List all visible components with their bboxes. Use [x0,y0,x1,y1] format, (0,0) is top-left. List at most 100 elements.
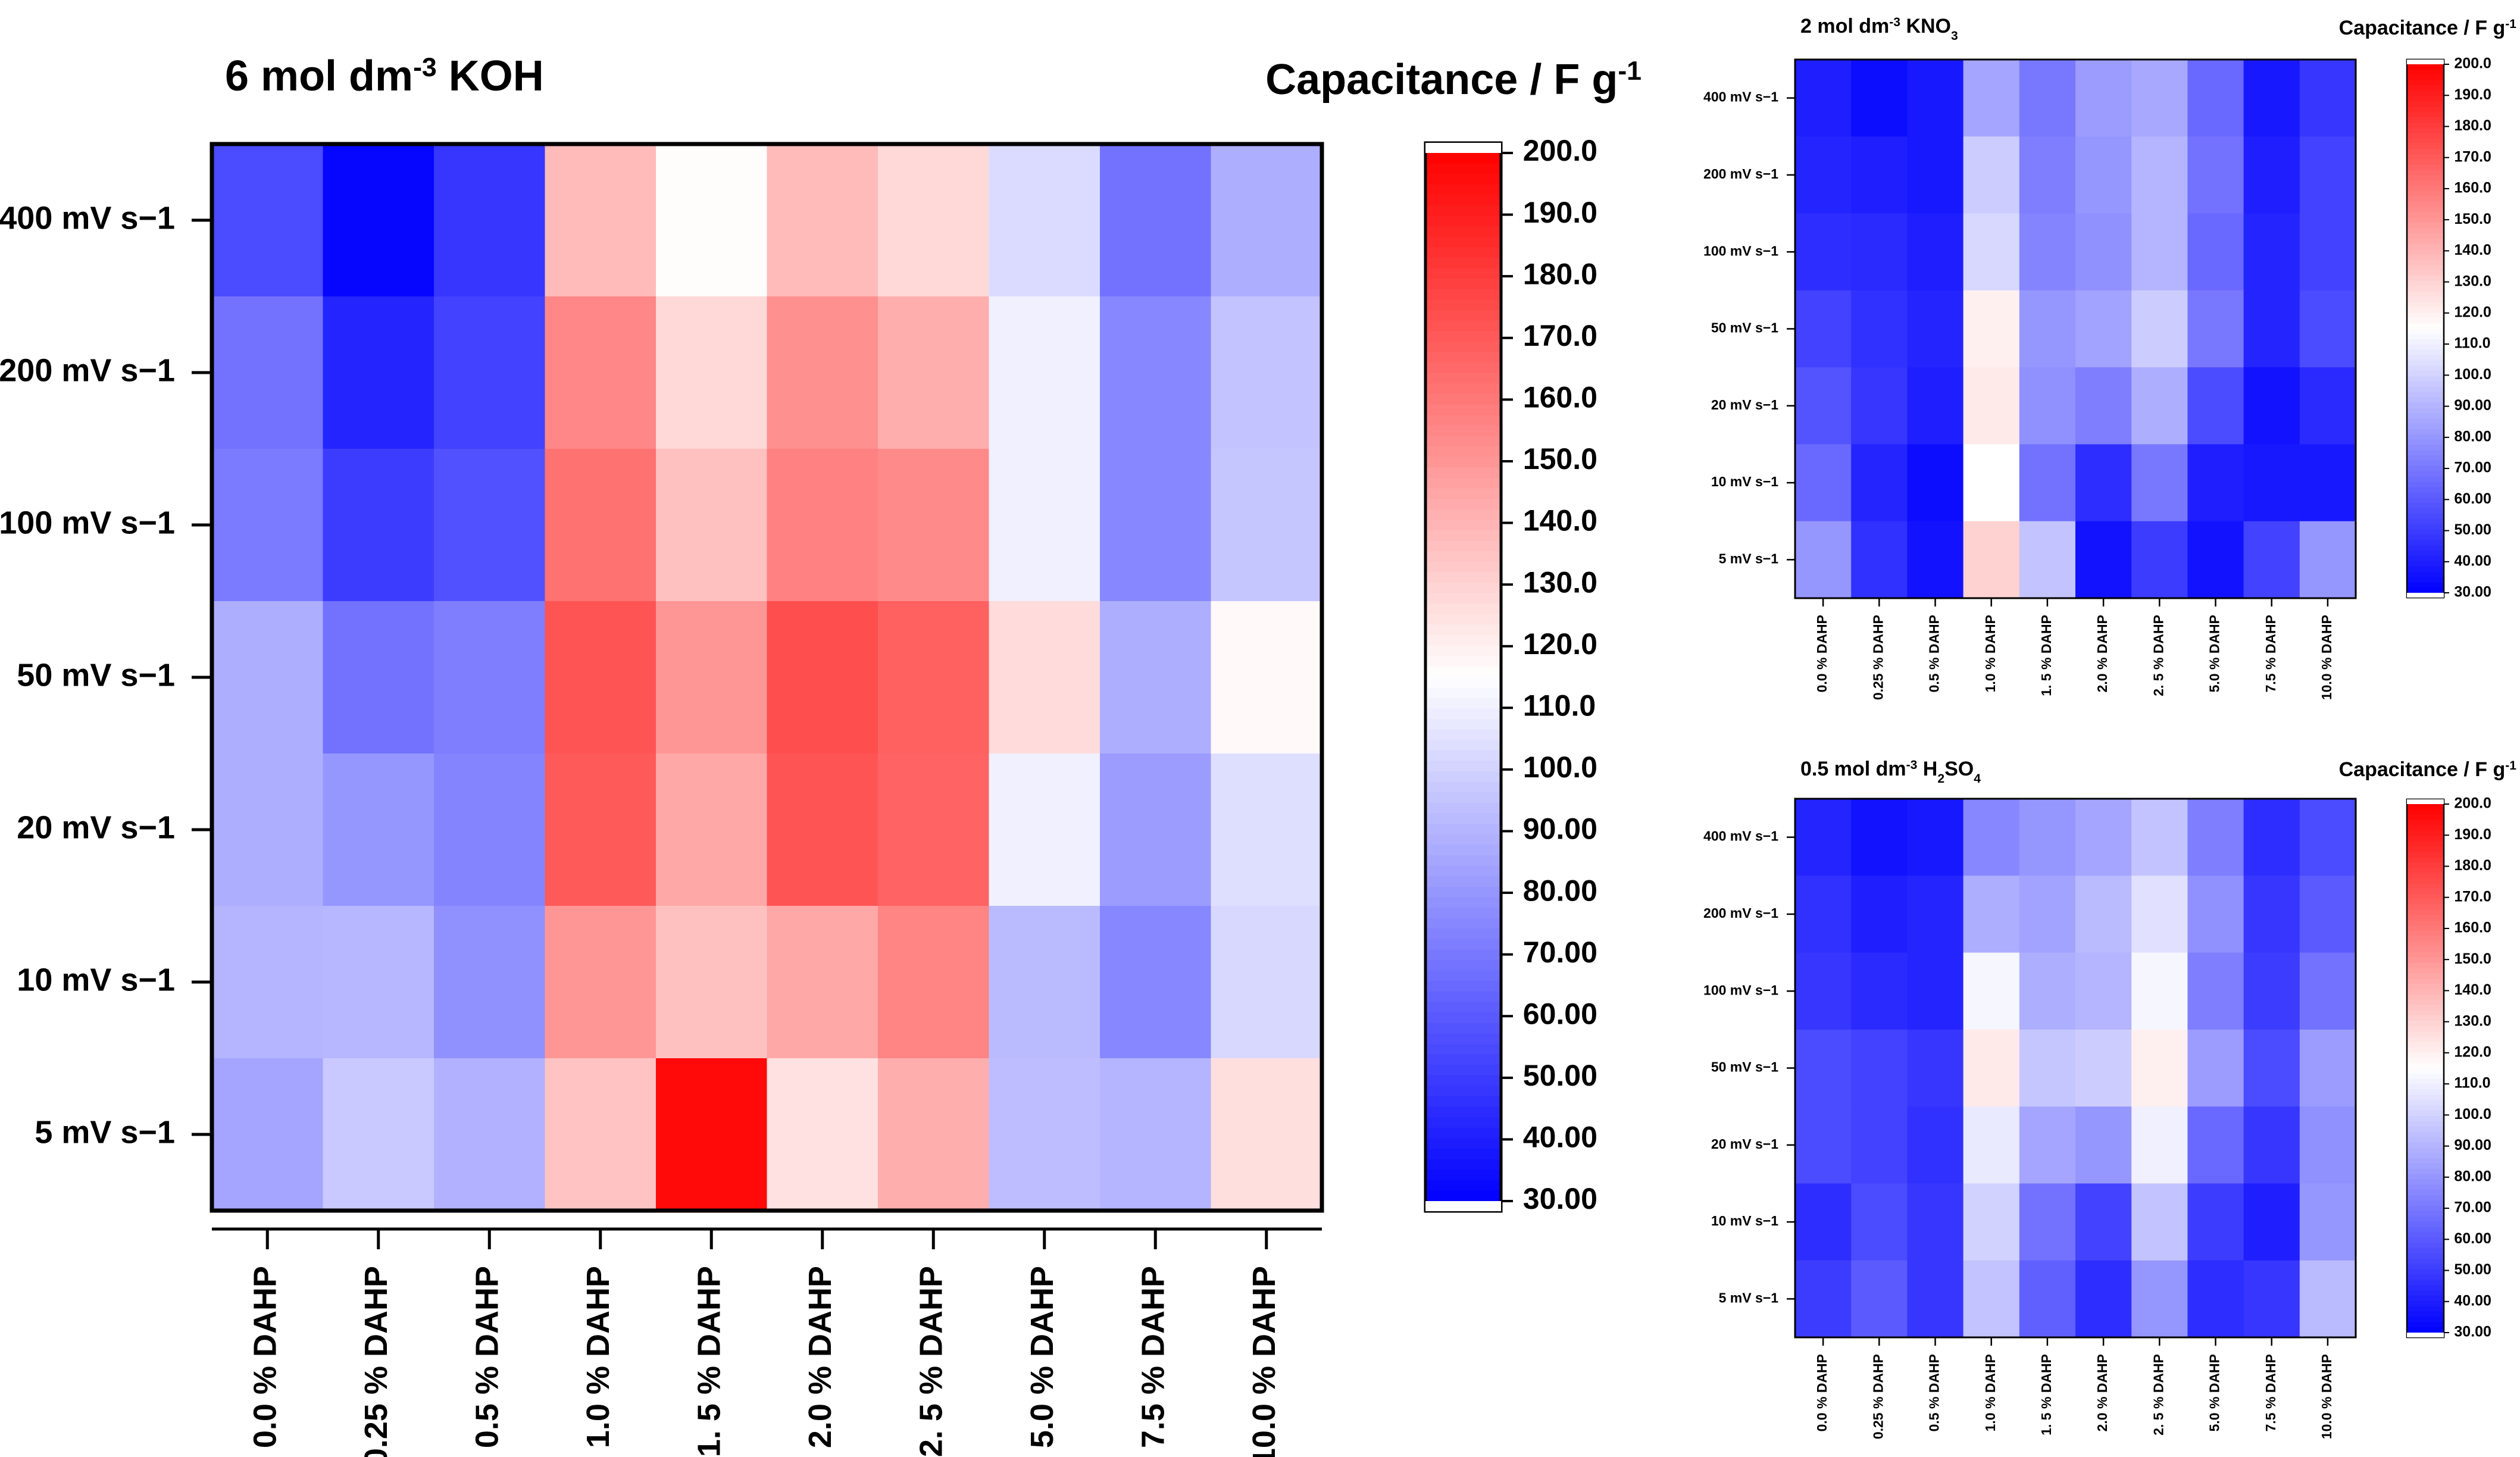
h2so4-colorbar-segment [2407,962,2444,969]
koh-colorbar-tick-label: 130.0 [1523,565,1597,599]
kno3-cell [2299,290,2356,368]
koh-colorbar-segment [1425,1190,1501,1202]
h2so4-colorbar-segment [2407,830,2444,837]
koh-colorbar-segment [1425,687,1501,699]
h2so4-y-label: 400 mV s−1 [1703,828,1778,844]
koh-colorbar-segment [1425,876,1501,887]
h2so4-colorbar-segment [2407,1200,2444,1206]
kno3-colorbar-segment [2407,154,2444,160]
koh-colorbar-segment [1425,656,1501,667]
h2so4-colorbar-segment [2407,1021,2444,1027]
h2so4-colorbar-segment [2407,920,2444,927]
title-suffix: KOH [437,52,544,100]
kno3-y-label: 100 mV s−1 [1703,243,1778,258]
koh-colorbar-segment [1425,394,1501,405]
kno3-colorbar-tick-label: 140.0 [2454,242,2491,258]
h2so4-colorbar-segment [2407,999,2444,1006]
h2so4-colorbar-segment [2407,1121,2444,1127]
kno3-cell [1907,213,1964,291]
kno3-colorbar-tick-label: 50.00 [2454,521,2491,538]
koh-colorbar-segment [1425,205,1501,217]
h2so4-colorbar-tick-label: 60.00 [2454,1230,2491,1247]
h2so4-cell [2187,1106,2244,1184]
kno3-cell [2019,136,2076,214]
h2so4-colorbar-segment [2407,851,2444,858]
kno3-cell [1963,444,2020,522]
koh-cell [767,753,878,906]
kno3-x-label: 1. 5 % DAHP [2038,615,2054,696]
kno3-colorbar-segment [2407,329,2444,334]
kno3-x-label: 0.5 % DAHP [1927,615,1942,692]
koh-cell [212,1058,324,1211]
koh-colorbar-segment [1425,813,1501,824]
h2so4-colorbar-segment [2407,1036,2444,1043]
kno3-cell [1851,136,1908,214]
h2so4-cell [1963,1029,2020,1107]
kno3-cell [1851,444,1908,522]
h2so4-cell [2243,952,2300,1030]
kno3-colorbar-segment [2407,302,2444,308]
kno3-colorbar-segment [2407,217,2444,224]
h2so4-cell [1907,952,1964,1030]
kno3-colorbar-segment [2407,492,2444,498]
kno3-colorbar-segment [2407,281,2444,287]
h2so4-colorbar-segment [2407,1137,2444,1143]
koh-cell [989,296,1100,449]
koh-colorbar-segment [1425,897,1501,908]
koh-colorbar-segment [1425,331,1501,342]
koh-cell [1100,1058,1212,1211]
koh-colorbar-segment [1425,373,1501,384]
koh-colorbar-segment [1425,635,1501,646]
h2so4-colorbar-segment [2407,904,2444,911]
title-subscript: 3 [1951,29,1958,43]
h2so4-colorbar-segment [2407,1005,2444,1011]
h2so4-colorbar-segment [2407,1100,2444,1106]
h2so4-cell [2019,1260,2076,1338]
koh-y-label: 400 mV s−1 [0,200,175,236]
h2so4-cell [1851,1183,1908,1261]
h2so4-colorbar-tick-label: 190.0 [2454,826,2491,843]
koh-colorbar-segment [1425,970,1501,981]
kno3-colorbar-segment [2407,408,2444,414]
kno3-colorbar-tick-label: 190.0 [2454,86,2491,103]
kno3-colorbar-segment [2407,561,2444,567]
koh-colorbar-segment [1425,1075,1501,1087]
h2so4-x-label: 5.0 % DAHP [2207,1354,2222,1431]
h2so4-colorbar-segment [2407,909,2444,916]
koh-colorbar-segment [1425,1065,1501,1076]
koh-x-label: 1. 5 % DAHP [692,1266,727,1457]
h2so4-cell [2075,1260,2132,1338]
h2so4-cell [1907,799,1964,876]
h2so4-cell [2019,799,2076,876]
kno3-cell [1851,213,1908,291]
h2so4-colorbar-segment [2407,846,2444,852]
koh-cell [212,753,324,906]
kno3-cell [1851,290,1908,368]
h2so4-colorbar-segment [2407,1063,2444,1069]
h2so4-colorbar-segment [2407,1179,2444,1186]
kno3-cell [2187,367,2244,445]
h2so4-panel: 400 mV s−1 200 mV s−1 100 mV s−1 50 mV s−1 2… [1703,758,2516,1439]
kno3-cell [2299,213,2356,291]
h2so4-colorbar-segment [2407,1195,2444,1201]
kno3-colorbar-segment [2407,397,2444,404]
koh-colorbar-segment [1425,436,1501,447]
h2so4-colorbar-segment [2407,946,2444,953]
colorbar-title-superscript: -1 [2505,17,2516,31]
kno3-cell [1963,290,2020,368]
kno3-cell [1963,136,2020,214]
koh-cell [656,753,768,906]
h2so4-colorbar-segment [2407,878,2444,884]
h2so4-colorbar-segment [2407,1274,2444,1280]
kno3-colorbar-segment [2407,138,2444,144]
h2so4-colorbar-segment [2407,1264,2444,1270]
h2so4-x-label: 0.5 % DAHP [1927,1354,1942,1431]
koh-colorbar-tick-label: 40.00 [1523,1121,1597,1154]
kno3-colorbar-segment [2407,566,2444,573]
h2so4-colorbar-segment [2407,1290,2444,1296]
h2so4-colorbar-segment [2407,1168,2444,1175]
koh-y-label: 20 mV s−1 [17,809,175,845]
h2so4-colorbar-segment [2407,1084,2444,1090]
kno3-colorbar-segment [2407,133,2444,139]
kno3-panel: 400 mV s−1 200 mV s−1 100 mV s−1 50 mV s−1 2… [1703,15,2516,700]
